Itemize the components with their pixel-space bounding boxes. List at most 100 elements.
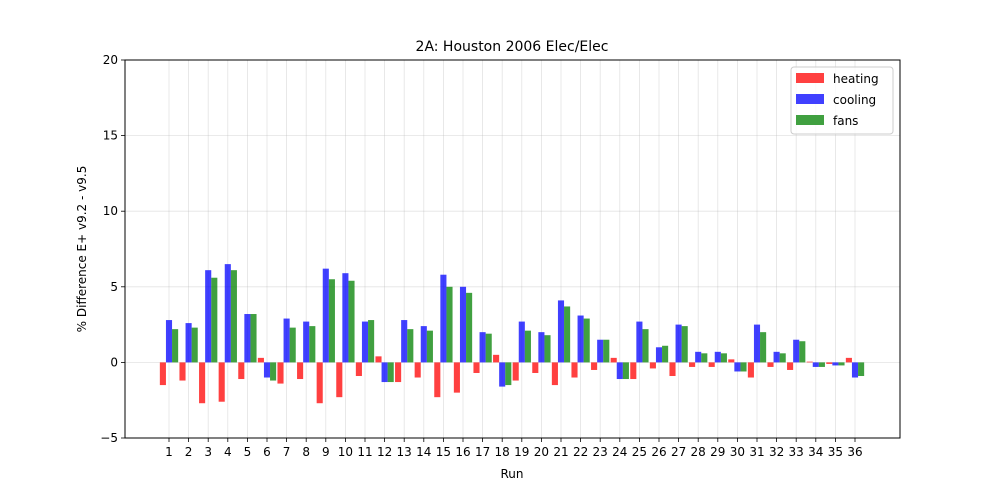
y-axis: −5 0 5 10 15 20 (100, 53, 125, 445)
bar-heating (159, 362, 166, 386)
bar-heating (689, 362, 696, 367)
bars (159, 264, 865, 404)
bar-cooling (714, 351, 721, 363)
bar-fans (289, 327, 296, 363)
bar-heating (845, 357, 852, 363)
x-tick-label: 24 (612, 445, 627, 459)
x-tick-label: 19 (514, 445, 529, 459)
plot-frame (124, 59, 901, 439)
x-tick-label: 30 (730, 445, 745, 459)
bar-cooling (401, 320, 408, 363)
bar-heating (218, 362, 225, 402)
bar-cooling (793, 339, 800, 363)
bar-cooling (244, 314, 251, 363)
bar-fans (191, 327, 198, 363)
y-tick-label: 20 (103, 53, 118, 67)
x-tick-label: 8 (302, 445, 310, 459)
bar-cooling (420, 326, 427, 363)
bar-cooling (342, 273, 349, 363)
bar-heating (257, 357, 264, 363)
bar-fans (662, 345, 669, 363)
bar-heating (277, 362, 284, 384)
x-tick-label: 26 (651, 445, 666, 459)
bar-fans (720, 353, 727, 363)
bar-fans (779, 353, 786, 363)
bar-cooling (322, 268, 329, 363)
bar-fans (524, 330, 531, 363)
x-tick-label: 27 (671, 445, 686, 459)
bar-heating (610, 357, 617, 363)
y-tick-label: −5 (100, 431, 118, 445)
bar-heating (806, 361, 813, 363)
bar-fans (583, 318, 590, 363)
bar-cooling (224, 264, 231, 363)
x-tick-label: 3 (204, 445, 212, 459)
bar-heating (395, 362, 402, 383)
y-tick-label: 10 (103, 204, 118, 218)
bar-cooling (459, 286, 467, 363)
x-tick-label: 36 (847, 445, 862, 459)
bar-heating (453, 362, 460, 393)
bar-fans (348, 280, 355, 363)
bar-fans (426, 330, 433, 363)
bar-fans (799, 341, 806, 363)
x-tick-label: 28 (691, 445, 706, 459)
x-tick-label: 4 (224, 445, 232, 459)
bar-fans (172, 329, 179, 363)
bar-heating (826, 362, 833, 364)
bar-heating (355, 362, 362, 377)
bar-cooling (734, 362, 741, 372)
bar-cooling (675, 324, 682, 363)
x-tick-label: 18 (495, 445, 510, 459)
x-tick-label: 2 (185, 445, 193, 459)
legend-label-fans: fans (833, 114, 858, 128)
y-tick-label: 15 (103, 129, 118, 143)
bar-heating (708, 362, 715, 367)
bar-heating (336, 362, 343, 398)
bar-heating (179, 362, 186, 381)
bar-cooling (773, 351, 780, 363)
bar-fans (818, 362, 825, 367)
bar-fans (642, 329, 649, 363)
bar-fans (838, 362, 845, 366)
bar-fans (603, 339, 610, 363)
x-tick-label: 22 (573, 445, 588, 459)
bar-cooling (283, 318, 290, 363)
bar-fans (564, 306, 571, 363)
x-tick-label: 15 (436, 445, 451, 459)
legend-label-cooling: cooling (833, 93, 876, 107)
bar-fans (446, 286, 453, 363)
bar-cooling (361, 321, 369, 363)
x-tick-label: 35 (828, 445, 843, 459)
bar-heating (199, 362, 206, 404)
bar-cooling (557, 300, 565, 363)
x-tick-label: 6 (263, 445, 271, 459)
bar-heating (571, 362, 578, 378)
x-tick-label: 13 (397, 445, 412, 459)
legend-label-heating: heating (833, 72, 879, 86)
x-tick-label: 23 (593, 445, 608, 459)
bar-cooling (636, 321, 643, 363)
bar-fans (505, 362, 512, 386)
bar-fans (387, 362, 394, 383)
x-tick-label: 31 (749, 445, 764, 459)
x-axis: 1 2 3 4 5 6 7 8 9 10 11 12 13 14 15 16 17 18 19 20 21 22 23 24 2… (165, 438, 863, 459)
bar-heating (512, 362, 519, 381)
bar-cooling (832, 362, 839, 366)
legend-swatch-heating (796, 73, 824, 83)
bar-fans (858, 362, 865, 377)
bar-heating (297, 362, 304, 380)
bar-cooling (597, 339, 604, 363)
x-tick-label: 33 (789, 445, 804, 459)
x-tick-label: 29 (710, 445, 725, 459)
bar-fans (250, 314, 257, 363)
x-tick-label: 32 (769, 445, 784, 459)
x-tick-label: 1 (165, 445, 173, 459)
bar-cooling (753, 324, 761, 363)
bar-fans (701, 353, 708, 363)
bar-heating (434, 362, 441, 398)
bar-fans (211, 277, 218, 363)
bar-fans (230, 270, 237, 363)
x-tick-label: 5 (244, 445, 252, 459)
